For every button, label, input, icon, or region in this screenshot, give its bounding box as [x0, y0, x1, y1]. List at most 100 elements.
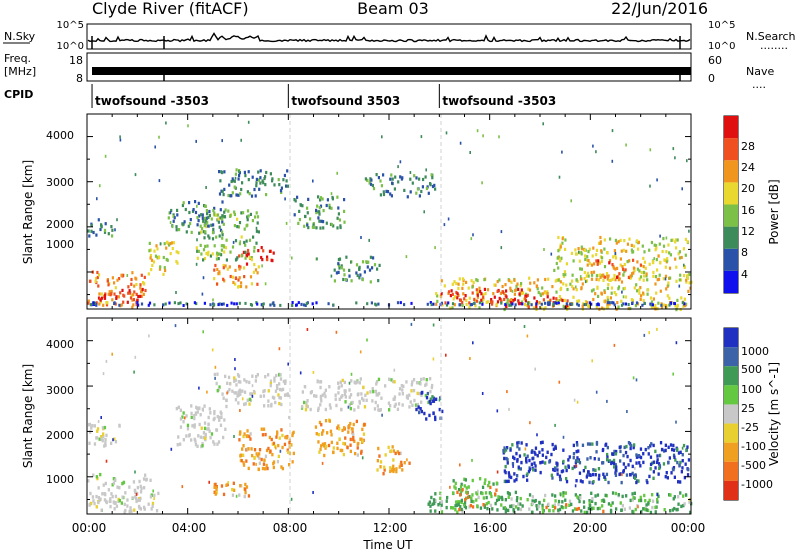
power-cell — [271, 259, 274, 263]
velocity-cell — [234, 378, 237, 382]
velocity-cell — [479, 506, 483, 510]
velocity-ytick-2000: 2000 — [46, 429, 74, 442]
power-cell — [650, 240, 653, 245]
power-cell — [581, 302, 585, 306]
power-cell — [255, 229, 258, 233]
velocity-cell — [213, 409, 216, 414]
velocity-cell — [102, 372, 105, 376]
power-cell — [337, 270, 340, 274]
velocity-cell — [541, 510, 545, 514]
power-cell — [676, 303, 679, 307]
power-cell — [665, 306, 668, 310]
velocity-cell — [512, 464, 514, 468]
velocity-cell — [354, 381, 358, 385]
velocity-cell — [379, 465, 382, 469]
velocity-cell — [408, 393, 411, 397]
power-cell — [583, 270, 586, 275]
velocity-cell — [558, 507, 562, 512]
power-cell — [637, 247, 640, 251]
velocity-cell — [215, 381, 218, 386]
velocity-cell — [440, 500, 444, 504]
velocity-cell — [454, 481, 457, 486]
power-cell — [322, 226, 325, 230]
power-cell — [156, 247, 159, 251]
power-cell — [285, 179, 288, 183]
power-cell — [633, 268, 636, 272]
velocity-cell — [452, 506, 455, 510]
velocity-cell — [200, 426, 203, 430]
velocity-cell — [430, 495, 433, 500]
velocity-axis-ticks — [86, 317, 692, 514]
power-cell — [458, 303, 461, 307]
power-cell — [190, 230, 193, 234]
velocity-cell — [381, 413, 383, 417]
velocity-cell — [111, 494, 114, 499]
power-cell — [469, 303, 472, 307]
power-cell — [168, 301, 171, 305]
velocity-cell — [541, 440, 544, 444]
power-cell — [562, 273, 565, 277]
power-cell — [136, 298, 139, 302]
power-cell — [152, 260, 156, 264]
velocity-cell — [315, 432, 318, 436]
velocity-cell — [262, 394, 266, 398]
velocity-cell — [126, 504, 129, 508]
power-cell — [203, 216, 207, 220]
velocity-cell — [379, 460, 383, 464]
freq-tick-top: 18 — [69, 54, 83, 67]
power-cell — [669, 302, 672, 306]
power-cell — [194, 200, 197, 204]
velocity-cell — [248, 380, 251, 385]
power-cell — [640, 294, 643, 298]
velocity-cell — [674, 458, 677, 462]
velocity-cell — [665, 471, 668, 475]
power-cell — [319, 198, 322, 202]
power-cell — [139, 286, 142, 290]
power-cell — [590, 302, 593, 306]
velocity-cell — [624, 465, 627, 470]
power-cell — [595, 274, 598, 278]
power-ytick-2000: 2000 — [46, 218, 74, 231]
velocity-cell — [278, 387, 282, 392]
velocity-cell — [601, 504, 604, 508]
velocity-cell — [470, 499, 473, 503]
velocity-cell — [243, 494, 246, 499]
velocity-cell — [505, 479, 508, 484]
power-cell — [601, 256, 604, 260]
velocity-cell — [536, 507, 539, 511]
power-cell — [213, 206, 216, 210]
power-cell — [648, 262, 651, 266]
power-cell — [676, 298, 679, 302]
nsearch-legend: ........ — [760, 39, 788, 52]
velocity-cell — [644, 507, 647, 512]
velocity-cell — [591, 499, 594, 503]
velocity-colorbar: 1000 500 100 25 -25 -100 -500 -1000 Velo… — [723, 327, 781, 501]
velocity-cell — [411, 380, 414, 384]
power-cell — [645, 272, 648, 276]
velocity-cell — [389, 469, 392, 474]
power-cell — [686, 240, 689, 244]
velocity-cell — [208, 480, 210, 484]
velocity-cell — [520, 460, 523, 465]
power-cell — [104, 222, 107, 226]
power-cell — [141, 287, 144, 292]
noise-axis-top-left: 10^5 — [57, 20, 84, 31]
velocity-cell — [516, 474, 519, 478]
velocity-cell — [432, 411, 435, 415]
velocity-cell — [488, 480, 491, 485]
power-cell — [240, 254, 243, 258]
power-cell — [579, 277, 583, 281]
power-cell — [602, 275, 605, 279]
power-cell — [538, 301, 541, 305]
power-cell — [541, 286, 544, 290]
power-cell — [579, 275, 582, 279]
velocity-cell — [583, 510, 586, 515]
velocity-cell — [375, 380, 379, 384]
velocity-cell — [417, 405, 420, 409]
velocity-cell — [349, 437, 352, 442]
power-cell — [561, 298, 564, 303]
power-cell — [552, 303, 555, 307]
velocity-cell — [627, 441, 631, 445]
velocity-cell — [95, 505, 98, 509]
